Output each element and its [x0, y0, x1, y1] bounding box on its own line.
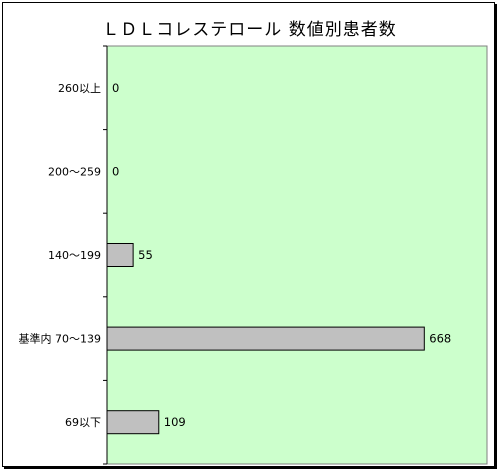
- bar: [106, 243, 134, 267]
- category-labels: 260以上 200～259 140～199 基準内 70～139 69以下: [19, 82, 102, 429]
- category-label: 200～259: [48, 165, 101, 178]
- value-label: 668: [429, 332, 451, 346]
- value-label: 55: [138, 248, 153, 262]
- chart-title: ＬＤＬコレステロール 数値別患者数: [102, 20, 397, 40]
- y-axis-ticks: [103, 45, 107, 465]
- plot-area: [106, 45, 488, 465]
- category-label: 69以下: [65, 416, 101, 429]
- category-label: 基準内 70～139: [19, 332, 102, 346]
- category-label: 140～199: [48, 249, 101, 262]
- bar: [106, 326, 425, 351]
- value-label: 0: [112, 164, 119, 178]
- bar: [106, 410, 160, 435]
- chart-frame: ＬＤＬコレステロール 数値別患者数 260以上 200～259 140～199 基準内…: [2, 2, 495, 467]
- bar-chart: 260以上 200～259 140～199 基準内 70～139 69以下 0 0 55 66…: [19, 45, 488, 465]
- bars: [106, 243, 425, 435]
- category-label: 260以上: [58, 82, 101, 95]
- value-label: 0: [112, 81, 119, 95]
- value-label: 109: [164, 415, 186, 429]
- value-labels: 0 0 55 668 109: [112, 81, 451, 429]
